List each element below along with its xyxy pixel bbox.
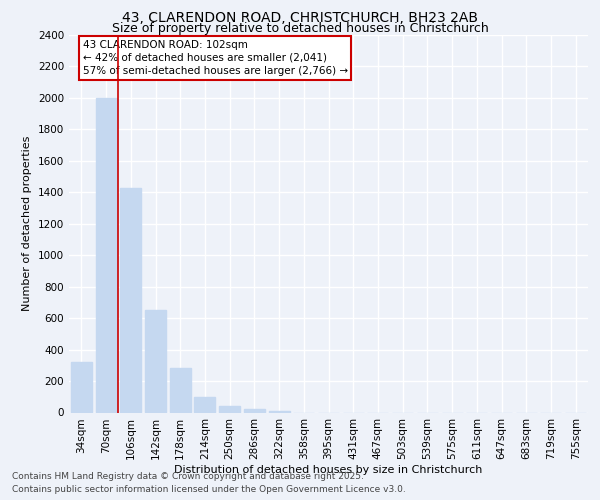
Y-axis label: Number of detached properties: Number of detached properties [22, 136, 32, 312]
Bar [170, 368, 191, 412]
Bar [71, 362, 92, 412]
Text: Contains public sector information licensed under the Open Government Licence v3: Contains public sector information licen… [12, 485, 406, 494]
Bar [219, 406, 240, 412]
Bar [120, 188, 141, 412]
Bar [269, 411, 290, 412]
Text: Contains HM Land Registry data © Crown copyright and database right 2025.: Contains HM Land Registry data © Crown c… [12, 472, 364, 481]
X-axis label: Distribution of detached houses by size in Christchurch: Distribution of detached houses by size … [175, 465, 482, 475]
Bar [244, 410, 265, 412]
Text: 43, CLARENDON ROAD, CHRISTCHURCH, BH23 2AB: 43, CLARENDON ROAD, CHRISTCHURCH, BH23 2… [122, 11, 478, 25]
Bar [145, 310, 166, 412]
Text: Size of property relative to detached houses in Christchurch: Size of property relative to detached ho… [112, 22, 488, 35]
Bar [194, 397, 215, 412]
Bar [95, 98, 116, 412]
Text: 43 CLARENDON ROAD: 102sqm
← 42% of detached houses are smaller (2,041)
57% of se: 43 CLARENDON ROAD: 102sqm ← 42% of detac… [83, 40, 348, 76]
